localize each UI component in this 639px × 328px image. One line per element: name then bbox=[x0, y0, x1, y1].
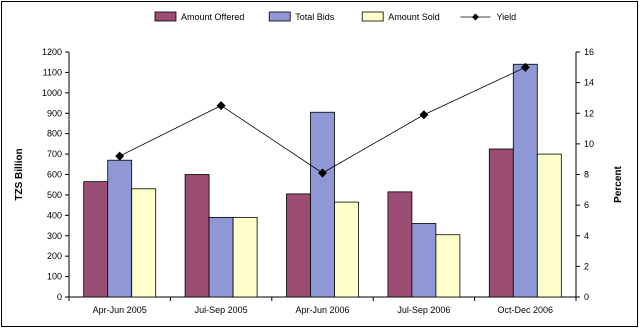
y-tick-label: 900 bbox=[47, 108, 62, 118]
bar-amount-sold bbox=[435, 234, 461, 298]
x-tick-label: Jul-Sep 2005 bbox=[195, 305, 248, 315]
legend-label: Amount Sold bbox=[388, 12, 440, 22]
y-tick-label: 0 bbox=[57, 292, 62, 302]
yield-marker bbox=[318, 168, 327, 178]
legend-label: Amount Offered bbox=[181, 12, 244, 22]
y2-tick-label: 12 bbox=[584, 108, 594, 118]
bar-amount-offered bbox=[83, 181, 109, 298]
legend-swatch bbox=[154, 11, 177, 22]
y-tick-label: 500 bbox=[47, 190, 62, 200]
y2-axis-title: Percent bbox=[613, 165, 624, 202]
bar-amount-offered bbox=[488, 148, 514, 298]
yield-marker bbox=[419, 110, 429, 120]
legend-line-marker bbox=[472, 13, 479, 21]
y2-tick-label: 10 bbox=[584, 139, 594, 149]
x-tick-label: Apr-Jun 2006 bbox=[295, 305, 349, 315]
y2-tick-label: 0 bbox=[584, 292, 589, 302]
bar-amount-sold bbox=[232, 216, 258, 298]
yield-marker bbox=[216, 101, 226, 111]
y-tick-label: 100 bbox=[47, 272, 62, 282]
bar-amount-offered bbox=[286, 193, 311, 298]
yield-marker bbox=[520, 62, 530, 72]
bar-amount-offered bbox=[387, 191, 413, 298]
y2-tick-label: 8 bbox=[584, 170, 589, 180]
bar-amount-offered bbox=[184, 174, 210, 298]
y-tick-label: 1100 bbox=[43, 67, 62, 77]
x-tick-label: Apr-Jun 2005 bbox=[93, 305, 147, 315]
y2-tick-label: 4 bbox=[584, 231, 589, 241]
bar-total-bids bbox=[107, 159, 133, 298]
y2-tick-label: 16 bbox=[584, 47, 594, 57]
y-axis-title: TZS Billion bbox=[14, 148, 25, 200]
y-tick-label: 1200 bbox=[42, 47, 62, 57]
y-tick-label: 800 bbox=[47, 129, 62, 139]
y-tick-label: 200 bbox=[47, 251, 62, 261]
y-tick-label: 600 bbox=[47, 170, 62, 180]
y2-tick-label: 14 bbox=[584, 78, 594, 88]
y-tick-label: 400 bbox=[47, 210, 62, 220]
y-tick-label: 300 bbox=[47, 231, 62, 241]
legend-label: Total Bids bbox=[295, 12, 335, 22]
bar-amount-sold bbox=[334, 201, 359, 298]
bar-total-bids bbox=[310, 111, 335, 298]
y-tick-label: 1000 bbox=[42, 88, 62, 98]
yield-marker bbox=[115, 151, 125, 161]
legend-swatch bbox=[361, 11, 384, 22]
legend-swatch bbox=[268, 11, 291, 22]
y2-tick-label: 6 bbox=[584, 200, 589, 210]
x-tick-label: Jul-Sep 2006 bbox=[397, 305, 450, 315]
legend-label: Yield bbox=[497, 12, 517, 22]
bar-amount-sold bbox=[536, 153, 562, 298]
bar-total-bids bbox=[512, 63, 538, 298]
x-tick-label: Oct-Dec 2006 bbox=[498, 305, 554, 315]
bar-total-bids bbox=[208, 216, 234, 298]
y-tick-label: 700 bbox=[47, 149, 62, 159]
bar-total-bids bbox=[411, 223, 437, 298]
y2-tick-label: 2 bbox=[584, 261, 589, 271]
bar-amount-sold bbox=[131, 188, 157, 298]
